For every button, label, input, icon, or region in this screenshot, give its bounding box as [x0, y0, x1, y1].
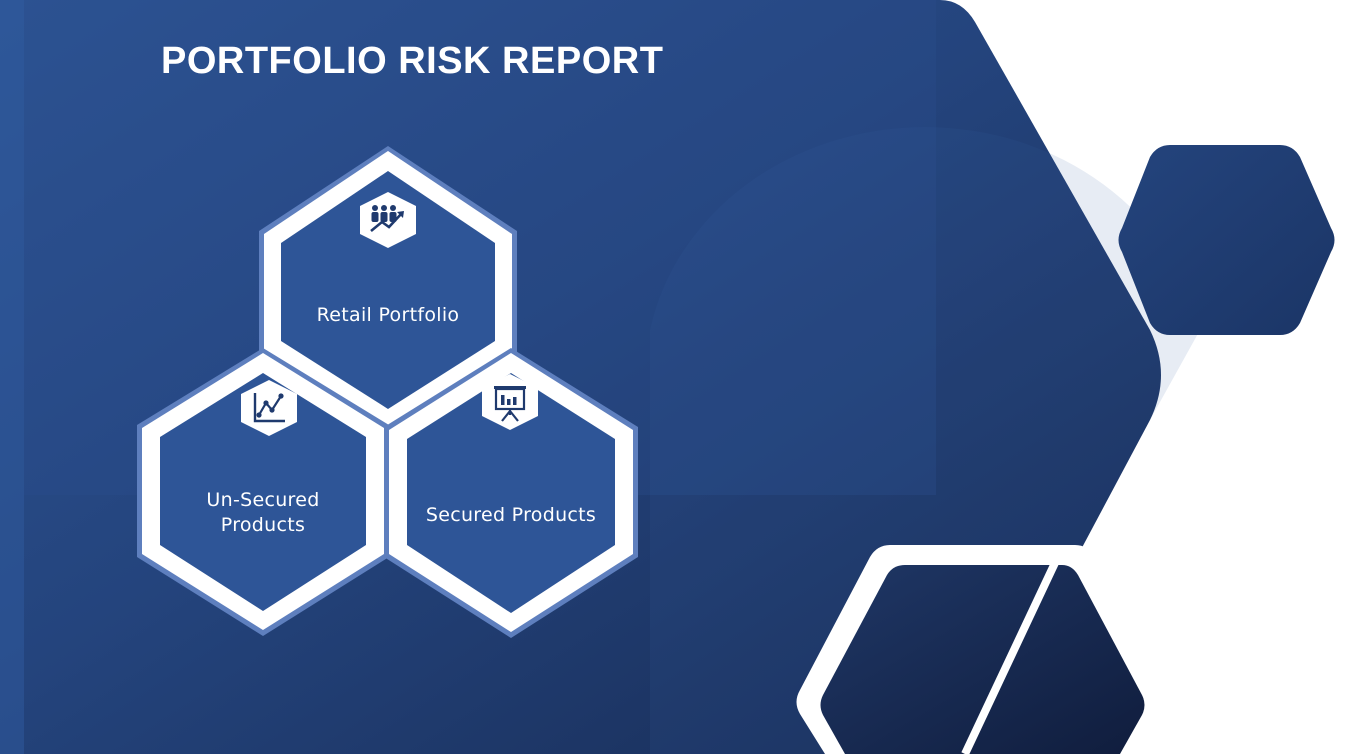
page-title: PORTFOLIO RISK REPORT [161, 40, 664, 82]
hexagon-frame [137, 348, 389, 636]
tile-unsecured-products[interactable]: Un-Secured Products [134, 345, 392, 638]
tile-label: Secured Products [425, 504, 597, 526]
decor-hexagon-small [1118, 145, 1335, 335]
hexagon-frame [384, 348, 638, 638]
presentation-board-icon [482, 374, 538, 430]
tile-retail-portfolio[interactable]: Retail Portfolio [255, 143, 521, 433]
line-chart-icon [241, 380, 297, 436]
tile-label: Retail Portfolio [316, 304, 460, 326]
tile-label: Un-Secured Products [206, 489, 320, 536]
people-growth-icon [360, 192, 416, 248]
hexagon-frame [259, 146, 517, 433]
tile-secured-products[interactable]: Secured Products [381, 345, 641, 641]
